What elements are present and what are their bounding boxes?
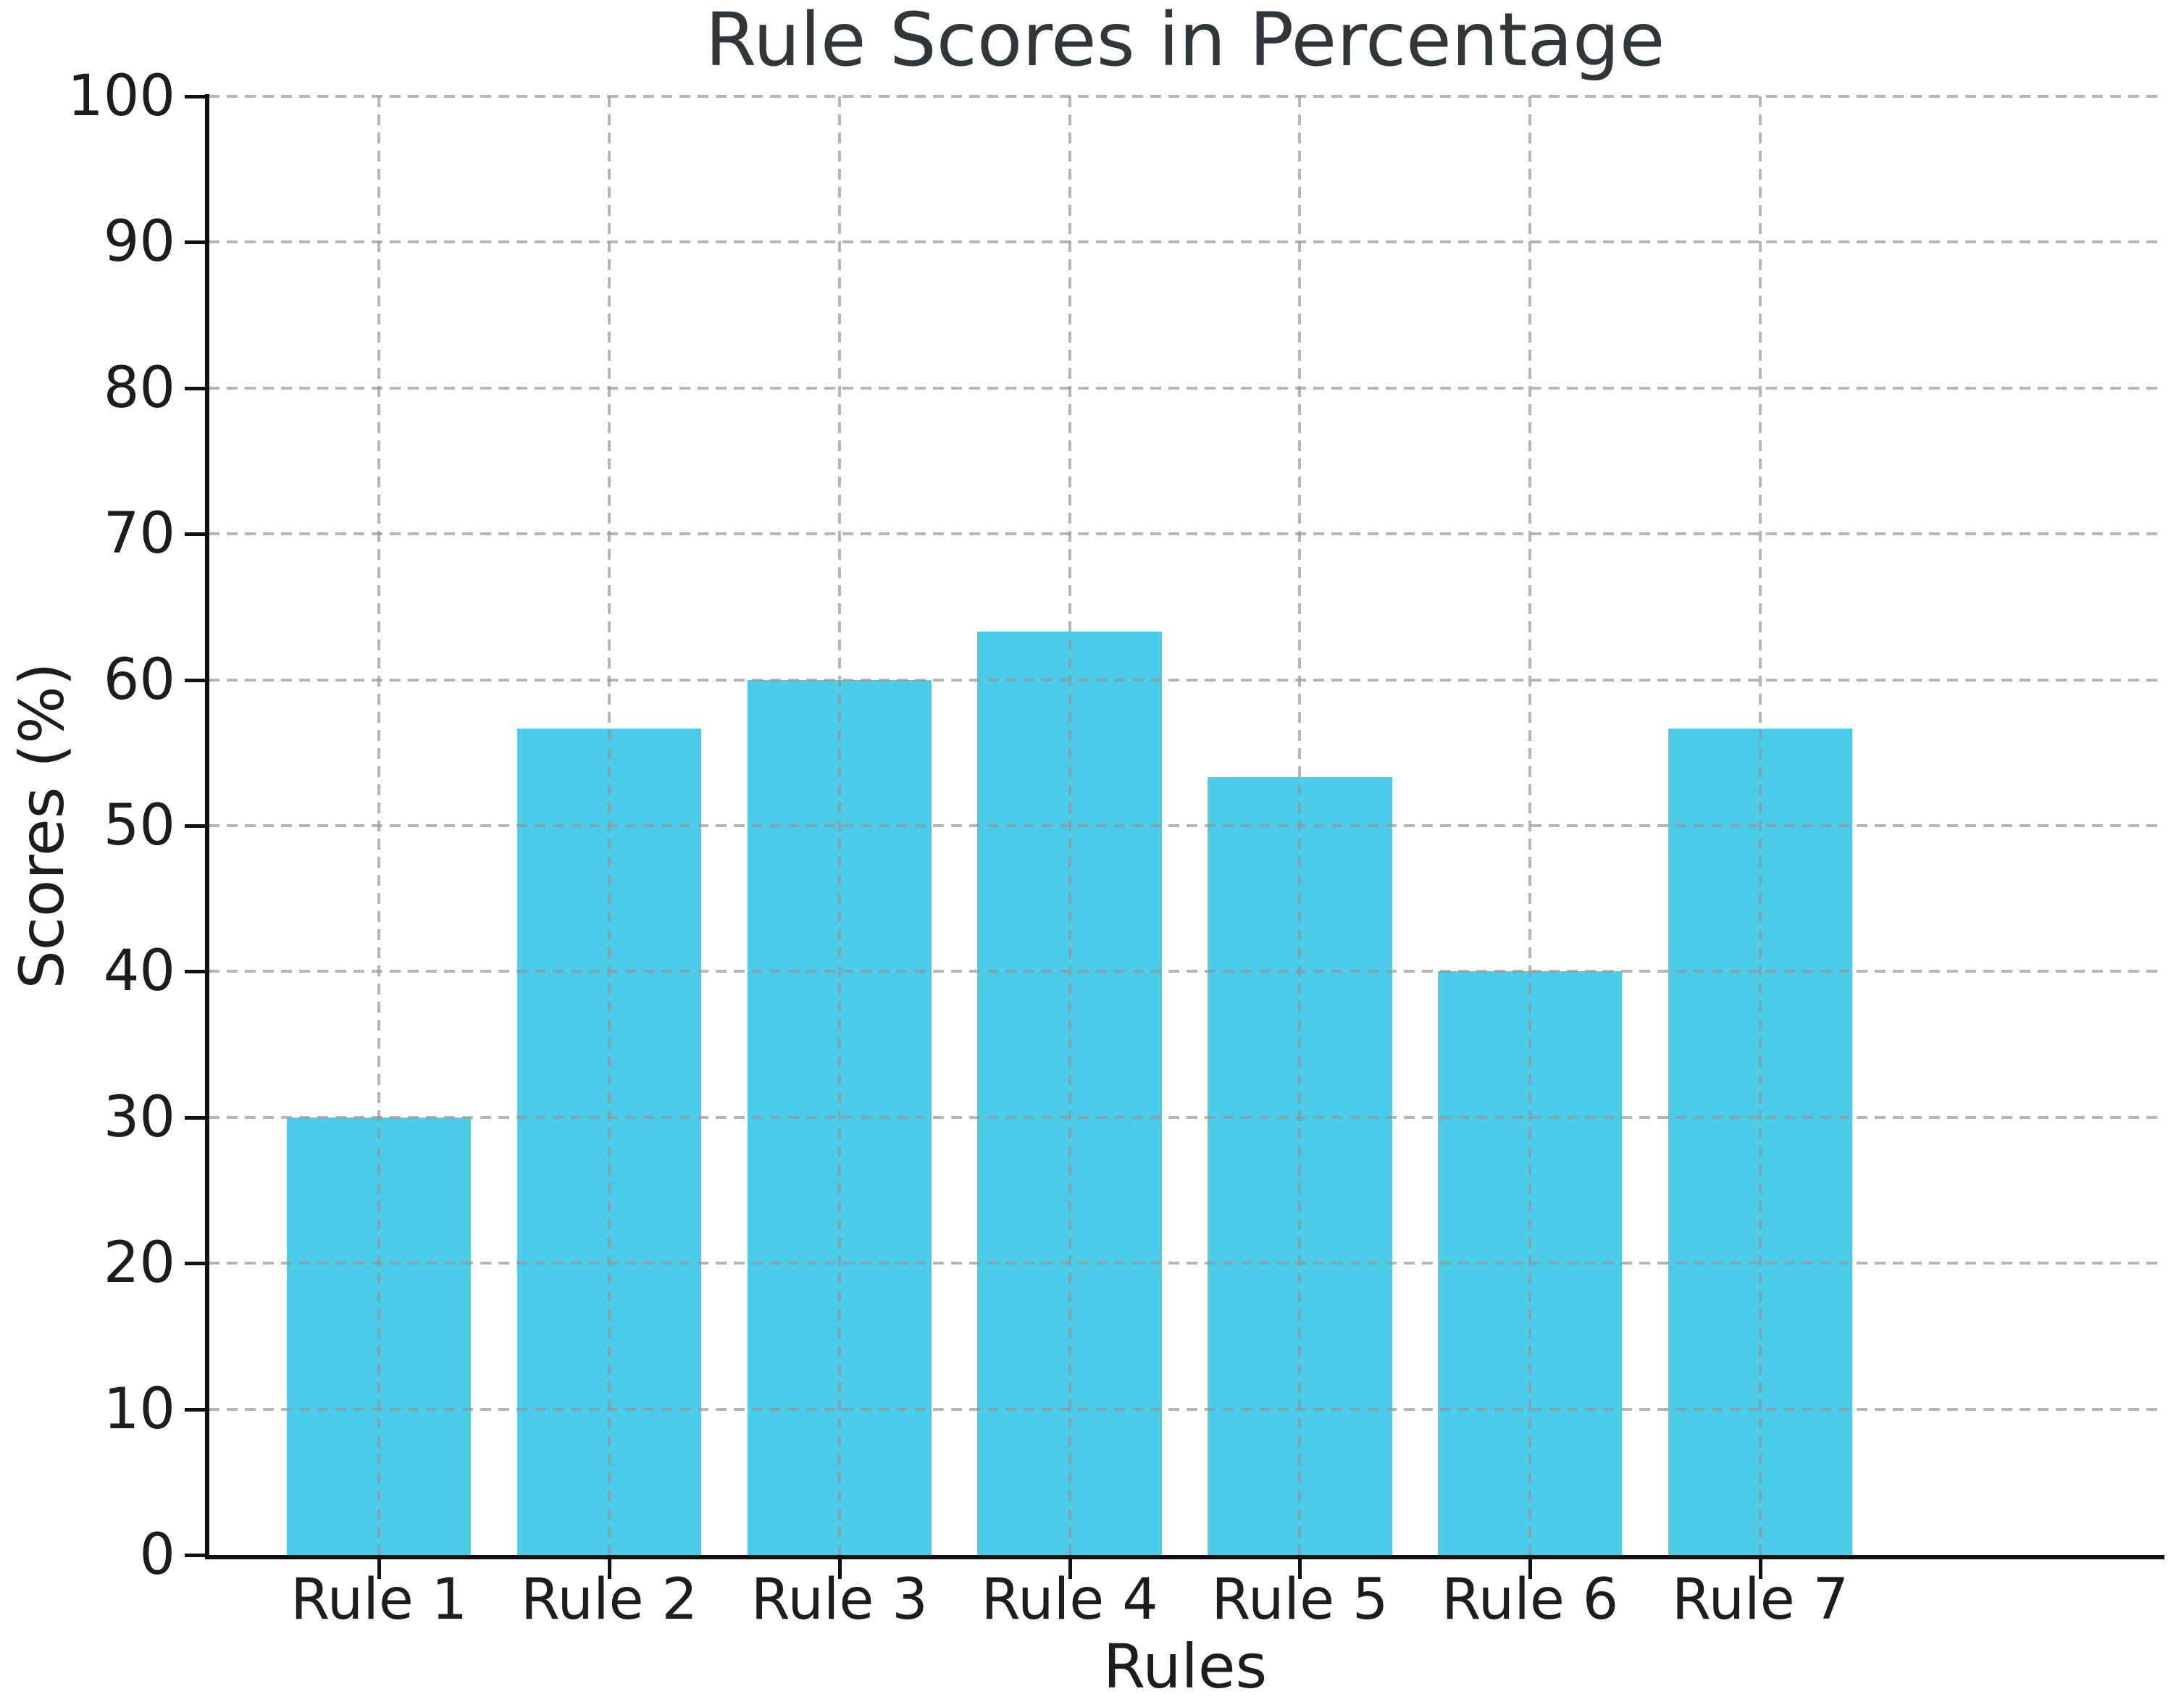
chart-title: Rule Scores in Percentage	[705, 0, 1665, 83]
h-gridline-100	[209, 95, 2161, 98]
x-axis-spine	[205, 1555, 2164, 1559]
x-tick-6	[1528, 1559, 1533, 1579]
x-tick-7	[1759, 1559, 1763, 1579]
y-tick-10	[185, 1407, 206, 1412]
x-tick-label-1: Rule 1	[290, 1567, 468, 1632]
x-tick-4	[1068, 1559, 1072, 1579]
y-tick-80	[185, 386, 206, 390]
y-tick-label-0: 0	[139, 1522, 175, 1588]
x-tick-label-2: Rule 2	[520, 1567, 698, 1632]
y-tick-label-70: 70	[103, 501, 175, 567]
x-tick-5	[1298, 1559, 1302, 1579]
y-axis-spine	[205, 94, 209, 1559]
h-gridline-10	[209, 1407, 2161, 1411]
y-tick-70	[185, 532, 206, 537]
x-tick-label-7: Rule 7	[1671, 1567, 1849, 1632]
y-tick-label-50: 50	[103, 793, 175, 858]
y-tick-100	[185, 95, 206, 98]
x-tick-3	[837, 1559, 842, 1579]
h-gridline-40	[209, 970, 2161, 973]
h-gridline-20	[209, 1262, 2161, 1265]
x-tick-1	[377, 1559, 382, 1579]
x-tick-label-4: Rule 4	[981, 1567, 1158, 1632]
y-tick-20	[185, 1262, 206, 1266]
h-gridline-70	[209, 532, 2161, 536]
y-tick-40	[185, 970, 206, 974]
x-tick-label-6: Rule 6	[1442, 1567, 1619, 1632]
x-tick-label-3: Rule 3	[750, 1567, 928, 1632]
y-tick-50	[185, 824, 206, 828]
y-tick-60	[185, 678, 206, 682]
y-tick-label-20: 20	[103, 1231, 175, 1296]
y-tick-label-40: 40	[103, 939, 175, 1005]
h-gridline-30	[209, 1115, 2161, 1119]
y-tick-label-30: 30	[103, 1084, 175, 1150]
plot-area	[209, 95, 2161, 1555]
h-gridline-60	[209, 678, 2161, 682]
x-tick-2	[607, 1559, 611, 1579]
y-tick-label-80: 80	[103, 355, 175, 421]
h-gridline-90	[209, 240, 2161, 244]
x-axis-label: Rules	[1103, 1631, 1268, 1702]
y-tick-label-90: 90	[103, 209, 175, 275]
y-tick-0	[185, 1554, 206, 1557]
y-tick-label-10: 10	[103, 1376, 175, 1442]
h-gridline-50	[209, 824, 2161, 827]
y-tick-90	[185, 240, 206, 245]
y-tick-label-60: 60	[103, 647, 175, 713]
x-tick-label-5: Rule 5	[1211, 1567, 1389, 1632]
y-tick-label-100: 100	[67, 64, 175, 129]
h-gridline-80	[209, 386, 2161, 390]
y-tick-30	[185, 1115, 206, 1120]
